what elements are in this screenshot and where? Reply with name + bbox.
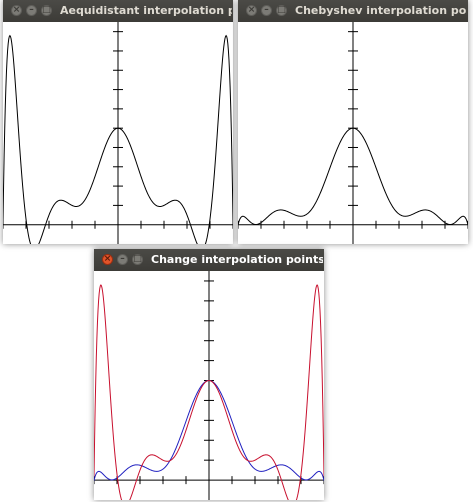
close-icon[interactable]: × [102, 254, 113, 265]
chart-aequidistant [3, 22, 233, 244]
interpolant-line [238, 127, 468, 226]
plot-area [3, 22, 233, 244]
minimize-icon[interactable]: – [261, 5, 272, 16]
minimize-icon[interactable]: – [117, 254, 128, 265]
window-aequidistant: × – □ Aequidistant interpolation points [3, 0, 233, 244]
close-icon[interactable]: × [11, 5, 22, 16]
window-change: × – □ Change interpolation points [94, 249, 324, 500]
plot-area [94, 271, 324, 500]
maximize-icon[interactable]: □ [132, 254, 143, 265]
titlebar[interactable]: × – □ Chebyshev interpolation points [238, 0, 468, 22]
interpolant-line [3, 34, 233, 244]
maximize-icon[interactable]: □ [41, 5, 52, 16]
window-title: Aequidistant interpolation points [60, 4, 232, 17]
chart-chebyshev [238, 22, 468, 244]
window-chebyshev: × – □ Chebyshev interpolation points [238, 0, 468, 244]
window-title: Change interpolation points [151, 253, 323, 266]
window-title: Chebyshev interpolation points [295, 4, 467, 17]
close-icon[interactable]: × [246, 5, 257, 16]
plot-area [238, 22, 468, 244]
maximize-icon[interactable]: □ [276, 5, 287, 16]
titlebar[interactable]: × – □ Change interpolation points [94, 249, 324, 271]
minimize-icon[interactable]: – [26, 5, 37, 16]
chart-change [94, 271, 324, 500]
titlebar[interactable]: × – □ Aequidistant interpolation points [3, 0, 233, 22]
equidistant-line [94, 284, 324, 500]
